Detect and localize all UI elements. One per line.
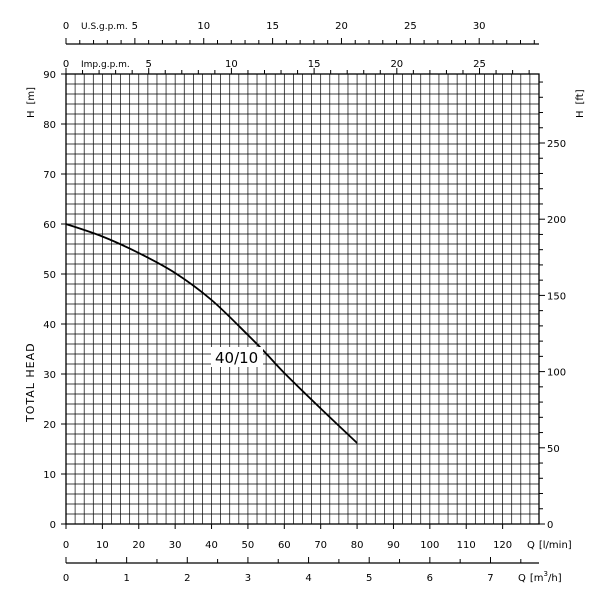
tick-label-usgpm: 25 (404, 21, 417, 32)
tick-label-m: 90 (43, 70, 56, 81)
tick-label-m: 0 (50, 520, 56, 531)
series-line-40-10 (65, 223, 358, 444)
y-label-ft-h: H (575, 110, 586, 118)
tick-label-lmin: 30 (169, 540, 182, 551)
impgpm-label: Imp.g.p.m. (81, 60, 130, 70)
y-label-m-unit: [m] (26, 87, 37, 105)
tick-label-m3h: 3 (245, 573, 251, 584)
tick-label-lmin: 110 (457, 540, 476, 551)
tick-label-impgpm: 15 (308, 59, 321, 70)
tick-label-m: 60 (43, 220, 56, 231)
tick-label-m3h: 5 (366, 573, 372, 584)
tick-label-lmin: 100 (420, 540, 439, 551)
x-axis-label-unit: [l/min] (539, 540, 572, 551)
tick-label-ft: 0 (547, 520, 553, 531)
axes (61, 38, 545, 564)
tick-label-impgpm: 25 (473, 59, 486, 70)
tick-label-m: 20 (43, 420, 56, 431)
tick-label-impgpm: 20 (390, 59, 403, 70)
tick-label-impgpm: 5 (146, 59, 152, 70)
tick-label-lmin: 0 (63, 540, 69, 551)
tick-label-lmin: 10 (96, 540, 109, 551)
tick-label-lmin: 60 (278, 540, 291, 551)
series-label-bg (211, 347, 263, 367)
usgpm-label: U.S.g.p.m. (81, 22, 128, 32)
tick-label-lmin: 20 (132, 540, 145, 551)
tick-label-usgpm: 30 (473, 21, 486, 32)
series-layer: 40/10 (65, 223, 358, 444)
tick-label-m: 50 (43, 270, 56, 281)
tick-label-lmin: 90 (387, 540, 400, 551)
y-axis-label-m: H [m] (26, 87, 37, 118)
tick-label-lmin: 80 (351, 540, 364, 551)
tick-label-m3h: 7 (487, 573, 493, 584)
x-axis-label-lmin: Q [l/min] (527, 540, 572, 551)
tick-label-ft: 250 (547, 139, 566, 150)
tick-label-usgpm: 0 (63, 21, 69, 32)
tick-label-m: 80 (43, 120, 56, 131)
tick-label-usgpm: 5 (132, 21, 138, 32)
tick-label-ft: 150 (547, 291, 566, 302)
axis-labels: 0 10 20 30 40 50 60 70 80 90 100 110 120 Q [l/min]0 1 2 3… (24, 21, 586, 584)
m3h-label-prefix: Q (518, 573, 526, 584)
tick-label-lmin: 40 (205, 540, 218, 551)
y-axis-label-ft: H [ft] (575, 89, 586, 118)
side-title-total-head: TOTAL HEAD (24, 342, 37, 423)
m3h-label-unit-sup: 3 (544, 570, 548, 578)
tick-label-impgpm: 10 (225, 59, 238, 70)
tick-label-lmin: 50 (242, 540, 255, 551)
tick-label-ft: 100 (547, 368, 566, 379)
y-label-m-h: H (26, 110, 37, 118)
grid (65, 73, 540, 525)
tick-label-m: 10 (43, 470, 56, 481)
tick-label-impgpm: 0 (63, 59, 69, 70)
tick-label-m3h: 2 (184, 573, 190, 584)
plot-frame (65, 73, 540, 525)
m3h-label-unit-post: /h] (548, 573, 562, 584)
tick-label-m3h: 6 (427, 573, 433, 584)
tick-label-m3h: 0 (63, 573, 69, 584)
tick-label-usgpm: 15 (266, 21, 279, 32)
tick-label-lmin: 120 (493, 540, 512, 551)
tick-label-ft: 200 (547, 215, 566, 226)
plot-border (65, 73, 540, 525)
tick-label-m: 40 (43, 320, 56, 331)
x-axis-label-m3h: Q [m3/h] (518, 570, 562, 584)
tick-label-m: 70 (43, 170, 56, 181)
tick-label-usgpm: 20 (335, 21, 348, 32)
tick-label-usgpm: 10 (197, 21, 210, 32)
tick-label-m: 30 (43, 370, 56, 381)
series-label-40-10: 40/10 (215, 349, 258, 367)
tick-label-ft: 50 (547, 444, 560, 455)
x-axis-label-prefix: Q (527, 540, 535, 551)
tick-label-lmin: 70 (314, 540, 327, 551)
m3h-label-unit-pre: [m (530, 573, 544, 584)
tick-label-m3h: 1 (123, 573, 129, 584)
tick-label-m3h: 4 (305, 573, 311, 584)
y-label-ft-unit: [ft] (575, 89, 586, 104)
